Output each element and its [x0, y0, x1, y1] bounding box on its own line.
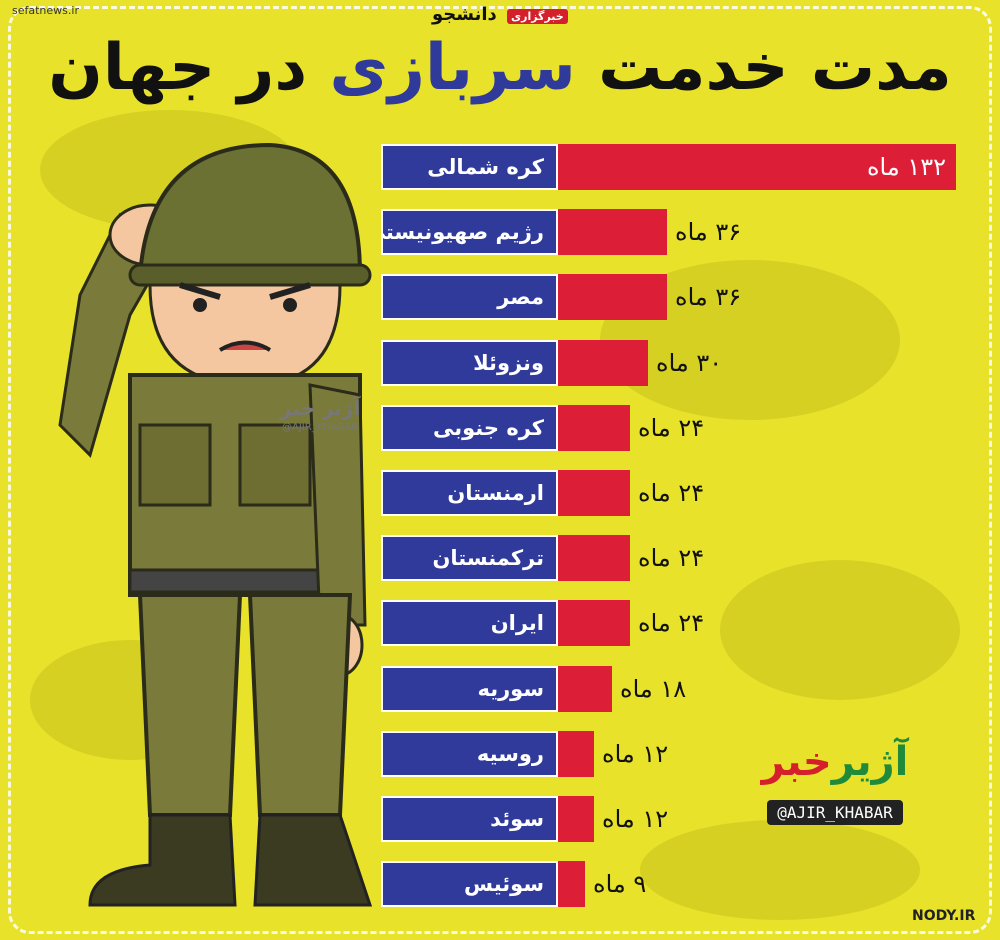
top-brand: خبرگزاری دانشجو [432, 4, 568, 25]
bar [558, 796, 594, 842]
camo-blob [720, 560, 960, 700]
category-label: سوئد [381, 796, 558, 842]
top-brand-name: دانشجو [432, 4, 497, 25]
category-label: سوریه [381, 666, 558, 712]
value-label: ۲۴ ماه [638, 544, 705, 572]
bar [558, 600, 630, 646]
source-watermark: sefatnews.ir [12, 4, 79, 17]
value-label: ۲۴ ماه [638, 414, 705, 442]
top-brand-badge: خبرگزاری [507, 9, 568, 24]
title-part1: مدت خدمت [598, 31, 952, 105]
bar [558, 666, 612, 712]
logo-text: آژیرخبر [745, 738, 925, 786]
bar [558, 731, 594, 777]
bar [558, 340, 648, 386]
category-label: مصر [381, 274, 558, 320]
bar [558, 470, 630, 516]
value-label: ۳۶ ماه [675, 283, 742, 311]
bar [558, 535, 630, 581]
title-highlight: سربازی [329, 31, 576, 105]
dashed-frame [8, 6, 992, 934]
value-label: ۳۰ ماه [656, 349, 723, 377]
category-label: ترکمنستان [381, 535, 558, 581]
site-watermark: NODY.IR [912, 908, 976, 924]
logo: آژیرخبر @AJIR_KHABAR [745, 738, 925, 825]
mid-watermark: آژیر خبر [280, 396, 361, 420]
value-label: ۲۴ ماه [638, 609, 705, 637]
value-label: ۱۳۲ ماه [866, 153, 946, 181]
category-label: ارمنستان [381, 470, 558, 516]
bar [558, 405, 630, 451]
value-label: ۱۸ ماه [620, 675, 687, 703]
value-label: ۱۲ ماه [602, 805, 669, 833]
bar [558, 861, 585, 907]
category-label: کره جنوبی [381, 405, 558, 451]
bar [558, 274, 667, 320]
soldier-illustration [58, 142, 373, 907]
mid-watermark-handle: @AJIR_KHABAR [282, 422, 359, 433]
bar [558, 209, 667, 255]
logo-handle: @AJIR_KHABAR [767, 800, 903, 825]
logo-name-part1: آژیر [831, 739, 909, 785]
value-label: ۹ ماه [593, 870, 647, 898]
category-label: سوئیس [381, 861, 558, 907]
category-label: ایران [381, 600, 558, 646]
camo-blob [640, 820, 920, 920]
page-title: مدت خدمت سربازی در جهان [40, 28, 960, 108]
value-label: ۱۲ ماه [602, 740, 669, 768]
logo-name-part2: خبر [761, 739, 832, 785]
value-label: ۲۴ ماه [638, 479, 705, 507]
category-label: ونزوئلا [381, 340, 558, 386]
category-label: رژیم صهیونیستی [381, 209, 558, 255]
title-part2: در جهان [48, 31, 308, 105]
bar [558, 144, 956, 190]
category-label: روسیه [381, 731, 558, 777]
value-label: ۳۶ ماه [675, 218, 742, 246]
category-label: کره شمالی [381, 144, 558, 190]
